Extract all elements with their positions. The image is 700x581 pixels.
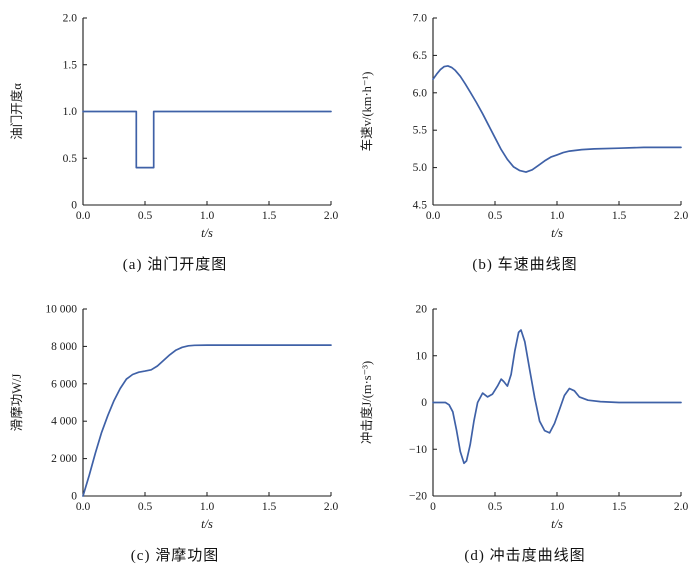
svg-text:8 000: 8 000 [51,341,77,353]
svg-text:滑摩功W/J: 滑摩功W/J [9,374,24,432]
svg-text:−20: −20 [409,491,427,503]
svg-text:2 000: 2 000 [51,453,77,465]
svg-text:5.0: 5.0 [413,162,428,174]
speed-caption: (b) 车速曲线图 [472,257,578,273]
throttle-caption: (a) 油门开度图 [122,257,228,273]
svg-text:7.0: 7.0 [413,13,428,25]
svg-text:0.0: 0.0 [426,210,441,222]
svg-text:0: 0 [430,501,436,513]
svg-text:1.5: 1.5 [262,501,277,513]
svg-text:5.5: 5.5 [413,125,428,137]
svg-text:0.5: 0.5 [63,153,78,165]
svg-text:1.5: 1.5 [262,210,277,222]
svg-text:0.5: 0.5 [138,501,153,513]
svg-text:车速v/(km·h⁻¹): 车速v/(km·h⁻¹) [359,72,374,152]
svg-text:0: 0 [71,491,77,503]
friction-work-caption: (c) 滑摩功图 [130,548,220,564]
svg-text:0.0: 0.0 [76,501,91,513]
svg-text:2.0: 2.0 [674,210,689,222]
svg-text:0.5: 0.5 [488,501,503,513]
subplot-throttle: 0.0 0.5 1.0 1.5 2.0 0 0.5 1.0 1.5 2.0 t/s 油门开度α (a)… [0,0,350,291]
svg-text:t/s: t/s [551,517,563,531]
svg-text:t/s: t/s [201,517,213,531]
svg-text:0.5: 0.5 [138,210,153,222]
friction-work-chart: 0.0 0.5 1.0 1.5 2.0 0 2 000 4 000 6 000 8 000 10 0… [9,304,339,532]
subplot-friction-work: 0.0 0.5 1.0 1.5 2.0 0 2 000 4 000 6 000 8 000 10 0… [0,291,350,581]
svg-text:0.0: 0.0 [76,210,91,222]
svg-text:0.5: 0.5 [488,210,503,222]
svg-text:20: 20 [416,304,428,316]
svg-text:2.0: 2.0 [674,501,689,513]
svg-text:冲击度J/(m·s⁻³): 冲击度J/(m·s⁻³) [359,361,374,444]
svg-text:1.5: 1.5 [612,210,627,222]
svg-text:2.0: 2.0 [324,210,339,222]
svg-text:4 000: 4 000 [51,416,77,428]
svg-text:1.0: 1.0 [200,210,215,222]
svg-text:0: 0 [421,397,427,409]
svg-text:10 000: 10 000 [45,304,77,316]
throttle-chart: 0.0 0.5 1.0 1.5 2.0 0 0.5 1.0 1.5 2.0 t/s 油门开度α [9,13,339,241]
svg-text:1.5: 1.5 [63,59,78,71]
svg-text:4.5: 4.5 [413,200,428,212]
subplot-jerk: 0 0.5 1.0 1.5 2.0 −20 −10 0 10 20 t/s 冲击度J/(m·s⁻³) … [350,291,700,581]
svg-text:油门开度α: 油门开度α [9,83,24,140]
jerk-chart: 0 0.5 1.0 1.5 2.0 −20 −10 0 10 20 t/s 冲击度J/(m·s⁻³) [359,304,689,532]
svg-text:2.0: 2.0 [63,13,78,25]
svg-text:1.0: 1.0 [550,210,565,222]
svg-text:6 000: 6 000 [51,378,77,390]
svg-text:−10: −10 [409,444,427,456]
svg-text:10: 10 [416,350,428,362]
svg-text:1.5: 1.5 [612,501,627,513]
svg-text:6.0: 6.0 [413,87,428,99]
svg-text:1.0: 1.0 [200,501,215,513]
svg-text:1.0: 1.0 [63,106,78,118]
svg-text:t/s: t/s [201,226,213,240]
svg-text:0: 0 [71,200,77,212]
jerk-caption: (d) 冲击度曲线图 [464,548,586,564]
svg-text:2.0: 2.0 [324,501,339,513]
svg-text:6.5: 6.5 [413,50,428,62]
speed-chart: 0.0 0.5 1.0 1.5 2.0 4.5 5.0 5.5 6.0 6.5 7.0 t/s 车速v/… [359,13,689,241]
svg-text:t/s: t/s [551,226,563,240]
subplot-speed: 0.0 0.5 1.0 1.5 2.0 4.5 5.0 5.5 6.0 6.5 7.0 t/s 车速v/… [350,0,700,291]
svg-text:1.0: 1.0 [550,501,565,513]
